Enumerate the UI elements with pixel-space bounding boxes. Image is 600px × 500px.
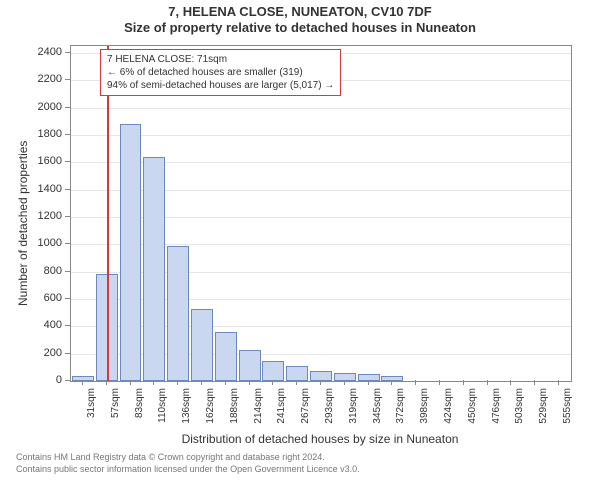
xtick-mark [415,380,416,385]
ytick-mark [65,189,70,190]
xtick-mark [391,380,392,385]
xtick-mark [439,380,440,385]
ytick-label: 0 [0,374,62,386]
xtick-mark [249,380,250,385]
ytick-mark [65,216,70,217]
ytick-mark [65,161,70,162]
xtick-mark [487,380,488,385]
ytick-mark [65,380,70,381]
xtick-label: 214sqm [253,388,264,424]
histogram-bar [191,309,213,381]
xtick-label: 555sqm [562,388,573,424]
title-line-1: 7, HELENA CLOSE, NUNEATON, CV10 7DF [0,0,600,20]
histogram-bar [120,124,142,381]
xtick-mark [201,380,202,385]
xtick-label: 345sqm [372,388,383,424]
histogram-bar [286,366,308,381]
xtick-label: 241sqm [276,388,287,424]
xtick-mark [344,380,345,385]
xtick-mark [320,380,321,385]
xtick-mark [82,380,83,385]
xtick-label: 267sqm [300,388,311,424]
xtick-label: 476sqm [491,388,502,424]
ytick-label: 1200 [0,210,62,222]
footer-line-2: Contains public sector information licen… [16,464,360,476]
xtick-label: 529sqm [538,388,549,424]
annotation-line: ← 6% of detached houses are smaller (319… [107,66,334,79]
xtick-label: 162sqm [205,388,216,424]
xtick-mark [368,380,369,385]
histogram-bar [239,350,261,381]
xtick-mark [225,380,226,385]
xtick-label: 398sqm [419,388,430,424]
xtick-label: 450sqm [467,388,478,424]
xtick-mark [177,380,178,385]
xtick-mark [463,380,464,385]
ytick-mark [65,243,70,244]
ytick-label: 800 [0,265,62,277]
xtick-mark [296,380,297,385]
ytick-label: 2000 [0,101,62,113]
ytick-mark [65,52,70,53]
y-axis-label: Number of detached properties [16,141,30,306]
grid-line [71,135,571,136]
ytick-mark [65,271,70,272]
ytick-label: 1000 [0,237,62,249]
xtick-mark [153,380,154,385]
ytick-mark [65,134,70,135]
x-axis-label: Distribution of detached houses by size … [70,432,570,446]
xtick-label: 319sqm [348,388,359,424]
xtick-mark [272,380,273,385]
ytick-mark [65,107,70,108]
ytick-label: 1600 [0,155,62,167]
histogram-bar [167,246,189,381]
ytick-label: 200 [0,347,62,359]
xtick-label: 293sqm [324,388,335,424]
annotation-box: 7 HELENA CLOSE: 71sqm← 6% of detached ho… [100,49,341,96]
ytick-mark [65,325,70,326]
xtick-label: 110sqm [157,388,168,423]
histogram-bar [143,157,165,381]
ytick-mark [65,79,70,80]
ytick-label: 600 [0,292,62,304]
footer: Contains HM Land Registry data © Crown c… [16,452,360,475]
xtick-label: 136sqm [181,388,192,424]
ytick-label: 2200 [0,73,62,85]
histogram-bar [262,361,284,382]
annotation-line: 7 HELENA CLOSE: 71sqm [107,53,334,66]
xtick-label: 503sqm [514,388,525,424]
property-marker-line [107,46,109,381]
ytick-label: 2400 [0,46,62,58]
ytick-label: 1400 [0,183,62,195]
xtick-mark [510,380,511,385]
ytick-mark [65,298,70,299]
xtick-label: 31sqm [86,388,97,418]
xtick-mark [106,380,107,385]
ytick-mark [65,353,70,354]
grid-line [71,108,571,109]
ytick-label: 1800 [0,128,62,140]
xtick-label: 372sqm [395,388,406,424]
histogram-bar [215,332,237,381]
footer-line-1: Contains HM Land Registry data © Crown c… [16,452,360,464]
xtick-label: 83sqm [134,388,145,418]
annotation-line: 94% of semi-detached houses are larger (… [107,79,334,92]
xtick-mark [130,380,131,385]
ytick-label: 400 [0,319,62,331]
xtick-mark [534,380,535,385]
title-line-2: Size of property relative to detached ho… [0,20,600,36]
xtick-label: 57sqm [110,388,121,418]
xtick-label: 424sqm [443,388,454,424]
xtick-mark [558,380,559,385]
xtick-label: 188sqm [229,388,240,424]
